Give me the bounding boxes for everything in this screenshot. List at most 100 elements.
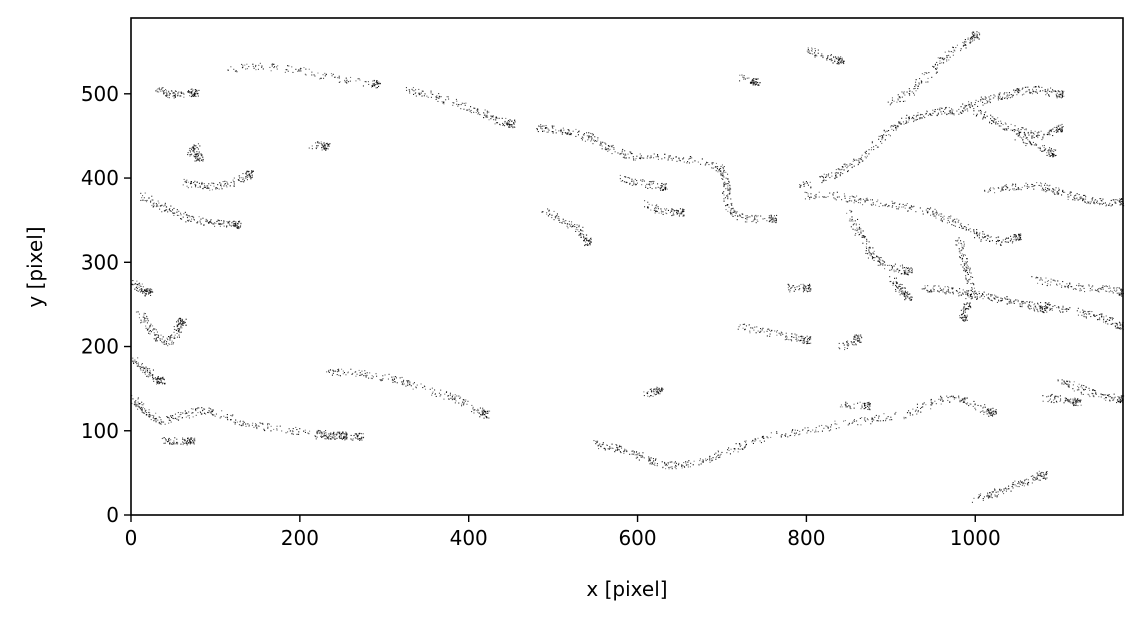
data-point xyxy=(771,329,773,331)
data-point xyxy=(972,405,974,407)
data-point xyxy=(1060,124,1062,126)
data-point xyxy=(201,183,203,185)
data-point xyxy=(995,412,997,414)
data-point xyxy=(600,144,602,146)
data-point xyxy=(1045,307,1047,309)
data-point xyxy=(858,161,860,163)
data-point xyxy=(324,75,326,77)
data-point xyxy=(255,425,257,427)
data-point xyxy=(840,172,842,174)
data-point xyxy=(172,415,174,417)
data-point xyxy=(754,326,756,328)
data-point xyxy=(980,96,982,98)
data-point xyxy=(853,341,855,343)
data-point xyxy=(206,221,208,223)
data-point xyxy=(311,148,313,150)
data-point xyxy=(457,105,459,107)
data-point xyxy=(769,221,771,223)
data-point xyxy=(795,334,797,336)
data-point xyxy=(857,340,859,342)
data-point xyxy=(958,242,960,244)
data-point xyxy=(657,154,659,156)
data-point xyxy=(655,210,657,212)
data-point xyxy=(848,200,850,202)
data-point xyxy=(255,425,257,427)
data-point xyxy=(962,255,964,257)
data-point xyxy=(913,119,915,121)
data-point xyxy=(657,393,659,395)
data-point xyxy=(864,201,866,203)
data-point xyxy=(855,223,857,225)
data-point xyxy=(154,334,156,336)
data-point xyxy=(320,431,322,433)
data-point xyxy=(157,336,159,338)
data-point xyxy=(586,237,588,239)
data-point xyxy=(339,433,341,435)
data-point xyxy=(744,221,746,223)
data-point xyxy=(854,234,856,236)
data-point xyxy=(1051,91,1053,93)
data-point xyxy=(323,148,325,150)
data-point xyxy=(910,208,912,210)
data-point xyxy=(473,107,475,109)
data-point xyxy=(859,341,861,343)
data-point xyxy=(168,438,170,440)
data-point xyxy=(316,433,318,435)
data-point xyxy=(235,222,237,224)
data-point xyxy=(650,181,652,183)
data-point xyxy=(343,372,345,374)
data-point xyxy=(988,100,990,102)
data-point xyxy=(190,441,192,443)
data-point xyxy=(246,172,248,174)
data-point xyxy=(409,383,411,385)
data-point xyxy=(904,272,906,274)
data-point xyxy=(903,206,905,208)
data-point xyxy=(1014,235,1016,237)
data-point xyxy=(223,415,225,417)
data-point xyxy=(640,456,642,458)
data-point xyxy=(1044,310,1046,312)
data-point xyxy=(958,219,960,221)
data-point xyxy=(987,235,989,237)
data-point xyxy=(825,174,827,176)
data-point xyxy=(184,211,186,213)
data-point xyxy=(347,371,349,373)
data-point xyxy=(321,436,323,438)
data-point xyxy=(600,141,602,143)
data-point xyxy=(612,144,614,146)
data-point xyxy=(145,291,147,293)
data-point xyxy=(946,114,948,116)
data-point xyxy=(570,133,572,135)
data-point xyxy=(469,110,471,112)
data-point xyxy=(619,178,621,180)
data-point xyxy=(976,294,978,296)
data-point xyxy=(364,81,366,83)
data-point xyxy=(595,440,597,442)
data-point xyxy=(766,436,768,438)
data-point xyxy=(215,188,217,190)
data-point xyxy=(344,435,346,437)
data-point xyxy=(957,292,959,294)
data-point xyxy=(139,291,141,293)
data-point xyxy=(138,403,140,405)
data-point xyxy=(636,454,638,456)
data-point xyxy=(148,332,150,334)
data-point xyxy=(712,459,714,461)
data-point xyxy=(654,209,656,211)
data-point xyxy=(867,199,869,201)
data-point xyxy=(992,407,994,409)
data-point xyxy=(508,126,510,128)
data-point xyxy=(343,435,345,437)
data-point xyxy=(331,437,333,439)
data-point xyxy=(589,242,591,244)
data-point xyxy=(156,334,158,336)
data-point xyxy=(634,178,636,180)
data-point xyxy=(350,368,352,370)
data-point xyxy=(846,164,848,166)
data-point xyxy=(745,440,747,442)
data-point xyxy=(267,426,269,428)
data-point xyxy=(980,109,982,111)
data-point xyxy=(590,239,592,241)
data-point xyxy=(149,288,151,290)
data-point xyxy=(853,338,855,340)
